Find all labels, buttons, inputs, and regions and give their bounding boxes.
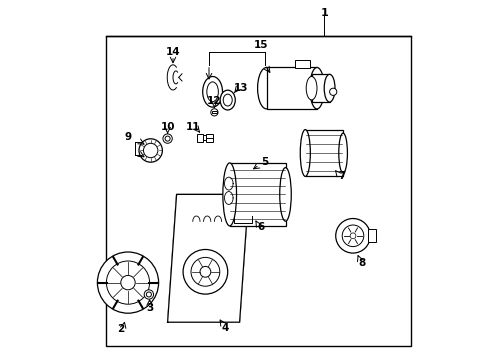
Text: 13: 13 xyxy=(234,83,248,93)
Bar xyxy=(197,134,203,142)
Text: 11: 11 xyxy=(186,122,200,132)
Text: 1: 1 xyxy=(320,8,328,18)
Ellipse shape xyxy=(207,82,219,102)
Text: 7: 7 xyxy=(339,171,346,181)
Circle shape xyxy=(342,225,364,247)
Ellipse shape xyxy=(223,163,237,226)
Circle shape xyxy=(163,134,172,143)
Bar xyxy=(212,111,217,113)
Bar xyxy=(312,74,330,102)
Circle shape xyxy=(350,233,356,239)
Ellipse shape xyxy=(300,130,310,176)
Text: 10: 10 xyxy=(160,122,175,132)
Circle shape xyxy=(106,261,149,304)
Circle shape xyxy=(147,292,151,297)
Bar xyxy=(106,36,411,346)
Circle shape xyxy=(183,249,228,294)
Text: 3: 3 xyxy=(146,303,153,313)
Ellipse shape xyxy=(144,143,158,158)
Ellipse shape xyxy=(223,94,232,106)
Bar xyxy=(230,163,286,226)
Polygon shape xyxy=(168,194,248,322)
Circle shape xyxy=(144,290,153,299)
Circle shape xyxy=(330,88,337,95)
Bar xyxy=(305,130,343,176)
Ellipse shape xyxy=(306,77,317,100)
Bar xyxy=(206,134,213,142)
Circle shape xyxy=(191,257,220,286)
Circle shape xyxy=(98,252,159,313)
Ellipse shape xyxy=(324,75,335,102)
Text: 8: 8 xyxy=(358,258,366,268)
Circle shape xyxy=(165,136,170,141)
Text: 15: 15 xyxy=(254,40,269,50)
Ellipse shape xyxy=(139,139,162,162)
Text: 4: 4 xyxy=(221,323,229,333)
Text: 2: 2 xyxy=(117,324,124,334)
Circle shape xyxy=(121,275,135,290)
Ellipse shape xyxy=(258,68,275,109)
Ellipse shape xyxy=(220,90,235,110)
Bar xyxy=(295,60,310,68)
Circle shape xyxy=(200,266,211,277)
Circle shape xyxy=(336,219,370,253)
Text: 9: 9 xyxy=(124,132,131,142)
Ellipse shape xyxy=(203,77,222,107)
Ellipse shape xyxy=(310,68,324,109)
Circle shape xyxy=(211,109,218,116)
Ellipse shape xyxy=(280,168,291,221)
Bar xyxy=(197,135,211,140)
Ellipse shape xyxy=(339,133,347,173)
Text: 6: 6 xyxy=(258,222,265,232)
Bar xyxy=(368,229,376,242)
Text: 5: 5 xyxy=(261,157,269,167)
Text: 12: 12 xyxy=(207,96,221,106)
Bar xyxy=(267,67,317,109)
Text: 14: 14 xyxy=(166,47,180,57)
